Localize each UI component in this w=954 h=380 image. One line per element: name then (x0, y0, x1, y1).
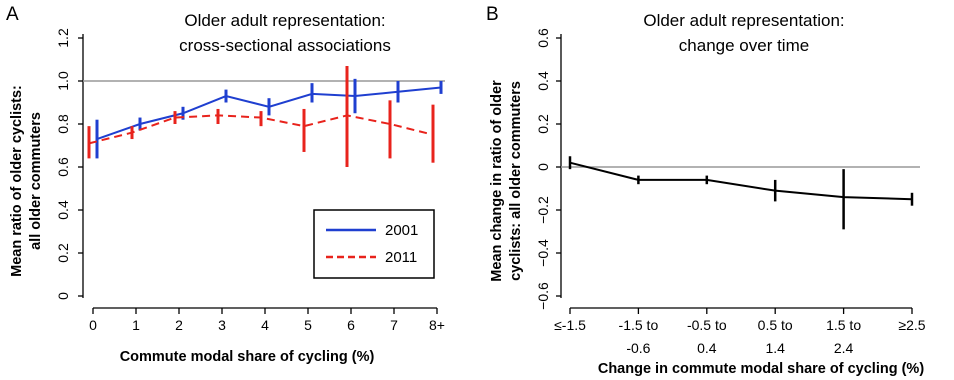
panel-b-y-tick-label: −0.4 (535, 239, 551, 267)
panel-b-y-tick-label: 0.6 (535, 28, 551, 48)
panel-b-y-tick-label: −0.2 (535, 196, 551, 224)
panel-a-title-line-2: cross-sectional associations (179, 36, 391, 55)
panel-a-y-axis-label-line-1: Mean ratio of older cyclists: (9, 85, 25, 277)
legend-box (313, 209, 435, 279)
panel-a-y-tick-label: 0 (55, 292, 71, 300)
panel-a-x-tick-label: 4 (261, 317, 269, 333)
panel-a-legend: 2001 2011 (313, 209, 435, 279)
panel-b-y-tick-label: 0.2 (535, 114, 551, 134)
panel-a-x-tick-label: 3 (218, 317, 226, 333)
panel-a-x-tick-label: 6 (347, 317, 355, 333)
panel-a-title-line-1: Older adult representation: (184, 11, 385, 30)
panel-b-x-tick-label: 2.4 (834, 340, 854, 356)
panel-b-x-tick-label: 1.5 to (826, 317, 861, 333)
panel-a: A Older adult representation: cross-sect… (6, 4, 445, 365)
panel-b-x-tick-label: -0.6 (626, 340, 650, 356)
panel-b-x-tick-label: ≥2.5 (898, 317, 925, 333)
panel-a-y-tick-label: 0.8 (55, 114, 71, 134)
panel-a-y-tick-label: 0.6 (55, 157, 71, 177)
panel-a-y-axis-label-line-2: all older commuters (28, 112, 44, 250)
panel-a-x-tick-label: 5 (304, 317, 312, 333)
panel-a-y-tick-label: 0.2 (55, 243, 71, 263)
panel-b-series-1-line (569, 161, 913, 201)
panel-b-x-axis-label: Change in commute modal share of cycling… (598, 361, 924, 377)
panel-b-y-axis-label-line-2: cyclists: all older commuters (508, 81, 524, 281)
panel-b-y-tick-label: 0 (535, 163, 551, 171)
panel-b-title-line-2: change over time (679, 36, 809, 55)
panel-a-x-tick-label: 0 (89, 317, 97, 333)
legend-label-2001: 2001 (385, 222, 418, 239)
panel-a-x-tick-label: 2 (175, 317, 183, 333)
panel-b-y-axis-label-line-1: Mean change in ratio of older (489, 80, 505, 282)
panel-a-x-tick-label: 8+ (429, 317, 445, 333)
panel-b-x-tick-label: -1.5 to (619, 317, 659, 333)
panel-b-x-tick-label: ≤-1.5 (554, 317, 586, 333)
panel-b-y-tick-label: 0.4 (535, 71, 551, 91)
panel-a-y-tick-label: 0.4 (55, 200, 71, 220)
legend-label-2011: 2011 (385, 249, 417, 266)
panel-b-y-tick-label: −0.6 (535, 282, 551, 310)
panel-b-x-tick-label: -0.5 to (687, 317, 727, 333)
panel-a-letter: A (6, 4, 19, 25)
panel-a-x-tick-label: 7 (390, 317, 398, 333)
panel-b-x-tick-label: 0.5 to (758, 317, 793, 333)
panel-b-letter: B (486, 4, 499, 25)
panel-a-x-tick-label: 1 (132, 317, 140, 333)
panel-b-title-line-1: Older adult representation: (643, 11, 844, 30)
panel-b-x-tick-label: 0.4 (697, 340, 717, 356)
panel-b-x-tick-label: 1.4 (765, 340, 785, 356)
panel-a-y-tick-label: 1.0 (55, 71, 71, 91)
panel-a-x-axis-label: Commute modal share of cycling (%) (120, 349, 375, 365)
panel-a-y-tick-label: 1.2 (55, 28, 71, 48)
panel-b: B Older adult representation: change ove… (486, 4, 926, 377)
